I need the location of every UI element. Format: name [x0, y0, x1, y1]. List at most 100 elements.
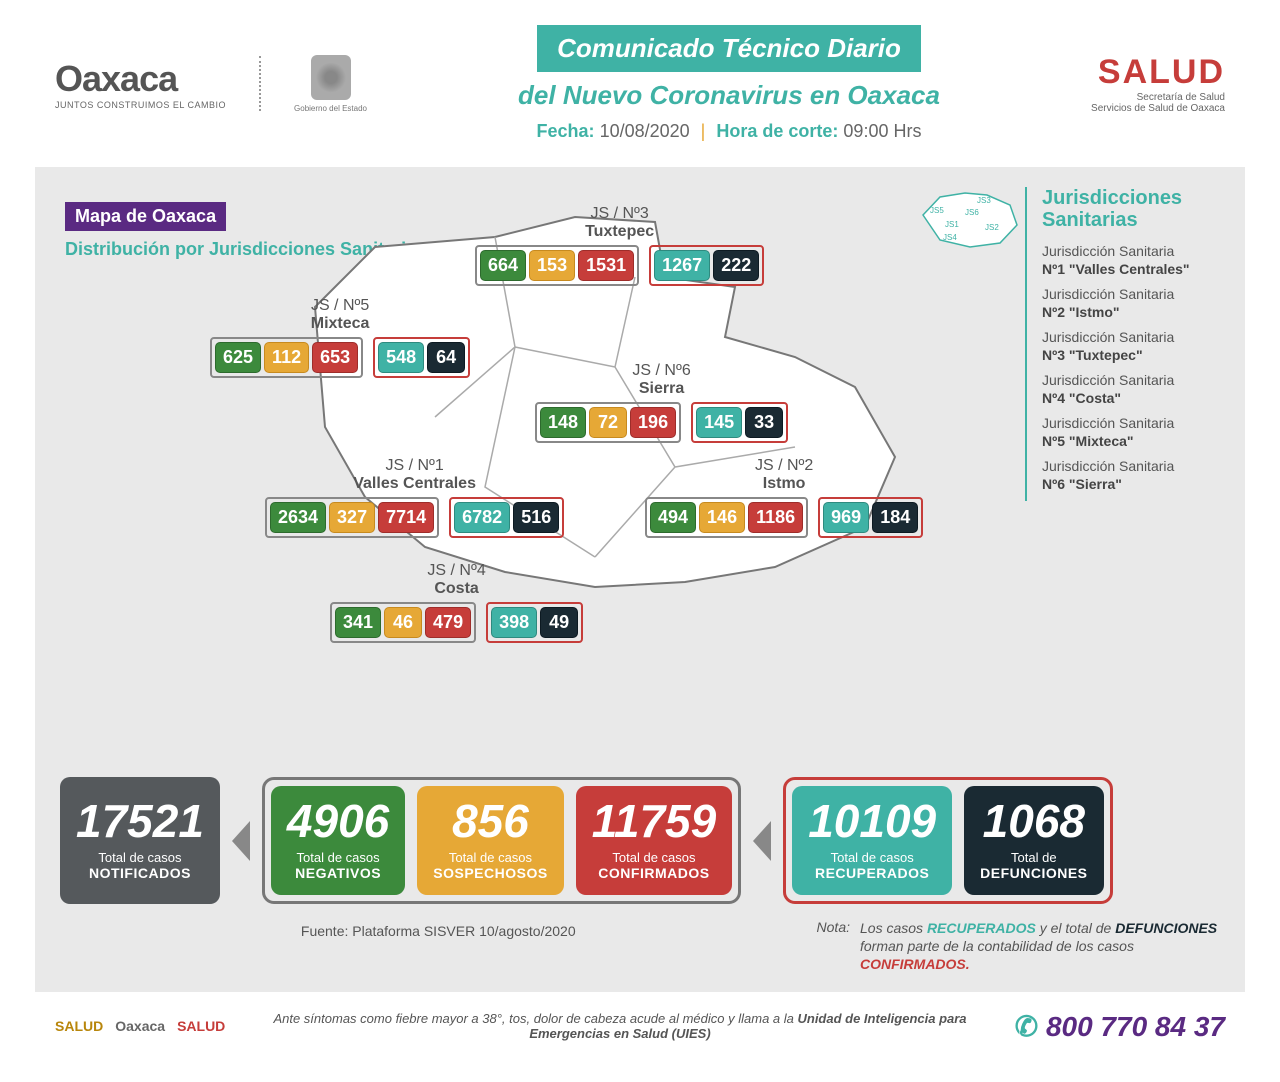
region-istmo: JS / Nº2Istmo 4941461186 969184 — [645, 457, 923, 538]
region-confirmados: 1531 — [578, 250, 634, 281]
fecha-value: 10/08/2020 — [600, 121, 690, 141]
chevron-icon — [232, 821, 250, 861]
jurisdiccion-item: Jurisdicción SanitariaNº4 "Costa" — [1042, 372, 1215, 407]
region-pills: 66415315311267222 — [475, 245, 764, 286]
nota-label: Nota: — [817, 919, 850, 935]
salud-line1: Secretaría de Salud — [1091, 92, 1225, 103]
region-label: JS / Nº5Mixteca — [210, 297, 470, 333]
svg-text:JS5: JS5 — [930, 206, 944, 215]
region-valles: JS / Nº1Valles Centrales2634327771467825… — [265, 457, 564, 538]
total-notificados: 17521 Total de casos NOTIFICADOS — [60, 777, 220, 904]
gobierno-seal: Gobierno del Estado — [294, 55, 367, 113]
region-recuperados: 145 — [696, 407, 742, 438]
region-defunciones: 33 — [745, 407, 783, 438]
chevron-icon — [753, 821, 771, 861]
header: Oaxaca JUNTOS CONSTRUIMOS EL CAMBIO Gobi… — [0, 0, 1280, 157]
region-defunciones: 222 — [713, 250, 759, 281]
svg-text:JS2: JS2 — [985, 223, 999, 232]
svg-text:JS1: JS1 — [945, 220, 959, 229]
region-recuperados: 1267 — [654, 250, 710, 281]
hora-value: 09:00 Hrs — [843, 121, 921, 141]
total-defunciones: 1068 Total de DEFUNCIONES — [964, 786, 1103, 895]
totals-row: 17521 Total de casos NOTIFICADOS 4906 To… — [35, 752, 1245, 919]
source-row: Fuente: Plataforma SISVER 10/agosto/2020… — [35, 919, 1245, 992]
jurisdiccion-item: Jurisdicción SanitariaNº3 "Tuxtepec" — [1042, 329, 1215, 364]
region-tuxtepec: JS / Nº3Tuxtepec66415315311267222 — [475, 205, 764, 286]
footer-logo-salud: SALUD — [177, 1018, 225, 1034]
region-defunciones: 64 — [427, 342, 465, 373]
region-sospechosos: 112 — [264, 342, 309, 373]
map-badge: Mapa de Oaxaca — [65, 202, 226, 231]
source-text: Fuente: Plataforma SISVER 10/agosto/2020 — [60, 919, 817, 939]
fecha-label: Fecha: — [537, 121, 595, 141]
totals-frame-2: 10109 Total de casos RECUPERADOS 1068 To… — [783, 777, 1112, 904]
nota-text: Los casos RECUPERADOS y el total de DEFU… — [860, 919, 1220, 974]
region-pills: 26343277714 6782516 — [265, 497, 564, 538]
logo-divider — [259, 56, 261, 111]
region-costa: JS / Nº4Costa 34146479 39849 — [330, 562, 583, 643]
total-notificados-value: 17521 — [76, 798, 204, 844]
footer-logo-salud-mx: SALUD — [55, 1018, 103, 1034]
region-pills: 4941461186 969184 — [645, 497, 923, 538]
jurisdiccion-item: Jurisdicción SanitariaNº6 "Sierra" — [1042, 458, 1215, 493]
date-line: Fecha: 10/08/2020 | Hora de corte: 09:00… — [392, 121, 1066, 142]
region-mixteca: JS / Nº5Mixteca62511265354864 — [210, 297, 470, 378]
svg-text:JS6: JS6 — [965, 208, 979, 217]
salud-brand: SALUD — [1091, 53, 1225, 92]
region-recuperados: 548 — [378, 342, 424, 373]
region-sospechosos: 153 — [529, 250, 575, 281]
region-confirmados: 196 — [630, 407, 676, 438]
footer-logo-oaxaca: Oaxaca — [115, 1018, 165, 1034]
region-confirmados: 7714 — [378, 502, 434, 533]
region-sospechosos: 72 — [589, 407, 627, 438]
region-sospechosos: 46 — [384, 607, 422, 638]
subtitle: del Nuevo Coronavirus en Oaxaca — [392, 80, 1066, 111]
region-confirmados: 653 — [312, 342, 358, 373]
salud-line2: Servicios de Salud de Oaxaca — [1091, 103, 1225, 114]
mini-map: JS1 JS2 JS3 JS4 JS5 JS6 — [915, 185, 1025, 255]
region-negativos: 2634 — [270, 502, 326, 533]
region-sospechosos: 327 — [329, 502, 375, 533]
jurisdicciones-list: Jurisdicciones Sanitarias Jurisdicción S… — [1025, 187, 1215, 501]
oaxaca-brand: Oaxaca — [55, 58, 226, 100]
svg-text:JS3: JS3 — [977, 196, 991, 205]
oaxaca-logo: Oaxaca JUNTOS CONSTRUIMOS EL CAMBIO — [55, 58, 226, 110]
hora-label: Hora de corte: — [716, 121, 838, 141]
region-recuperados: 398 — [491, 607, 537, 638]
jurisdiccion-item: Jurisdicción SanitariaNº2 "Istmo" — [1042, 286, 1215, 321]
salud-logo: SALUD Secretaría de Salud Servicios de S… — [1091, 53, 1225, 114]
footer-text: Ante síntomas como fiebre mayor a 38°, t… — [255, 1011, 984, 1041]
title-banner: Comunicado Técnico Diario — [537, 25, 921, 72]
gobierno-label: Gobierno del Estado — [294, 104, 367, 113]
footer-phone: 800 770 84 37 — [1015, 1010, 1225, 1043]
region-pills: 62511265354864 — [210, 337, 470, 378]
map-area: Mapa de Oaxaca Distribución por Jurisdic… — [35, 167, 1245, 752]
total-sospechosos: 856 Total de casos SOSPECHOSOS — [417, 786, 563, 895]
region-pills: 34146479 39849 — [330, 602, 583, 643]
seal-icon — [311, 55, 351, 100]
region-confirmados: 1186 — [748, 502, 803, 533]
region-defunciones: 184 — [872, 502, 918, 533]
region-pills: 1487219614533 — [535, 402, 788, 443]
jurisdicciones-title: Jurisdicciones Sanitarias — [1042, 187, 1215, 231]
svg-text:JS4: JS4 — [943, 233, 957, 242]
date-separator: | — [701, 121, 706, 141]
region-defunciones: 49 — [540, 607, 578, 638]
region-negativos: 341 — [335, 607, 381, 638]
region-recuperados: 6782 — [454, 502, 510, 533]
region-confirmados: 479 — [425, 607, 471, 638]
region-recuperados: 969 — [823, 502, 869, 533]
footer: SALUD Oaxaca SALUD Ante síntomas como fi… — [0, 992, 1280, 1061]
region-sospechosos: 146 — [699, 502, 745, 533]
region-sierra: JS / Nº6Sierra1487219614533 — [535, 362, 788, 443]
jurisdiccion-item: Jurisdicción SanitariaNº5 "Mixteca" — [1042, 415, 1215, 450]
totals-frame-1: 4906 Total de casos NEGATIVOS 856 Total … — [262, 777, 741, 904]
region-label: JS / Nº6Sierra — [535, 362, 788, 398]
region-defunciones: 516 — [513, 502, 559, 533]
region-label: JS / Nº4Costa — [330, 562, 583, 598]
footer-logos: SALUD Oaxaca SALUD — [55, 1018, 225, 1034]
jurisdiccion-item: Jurisdicción SanitariaNº1 "Valles Centra… — [1042, 243, 1215, 278]
region-label: JS / Nº2Istmo — [645, 457, 923, 493]
region-negativos: 494 — [650, 502, 696, 533]
total-recuperados: 10109 Total de casos RECUPERADOS — [792, 786, 952, 895]
